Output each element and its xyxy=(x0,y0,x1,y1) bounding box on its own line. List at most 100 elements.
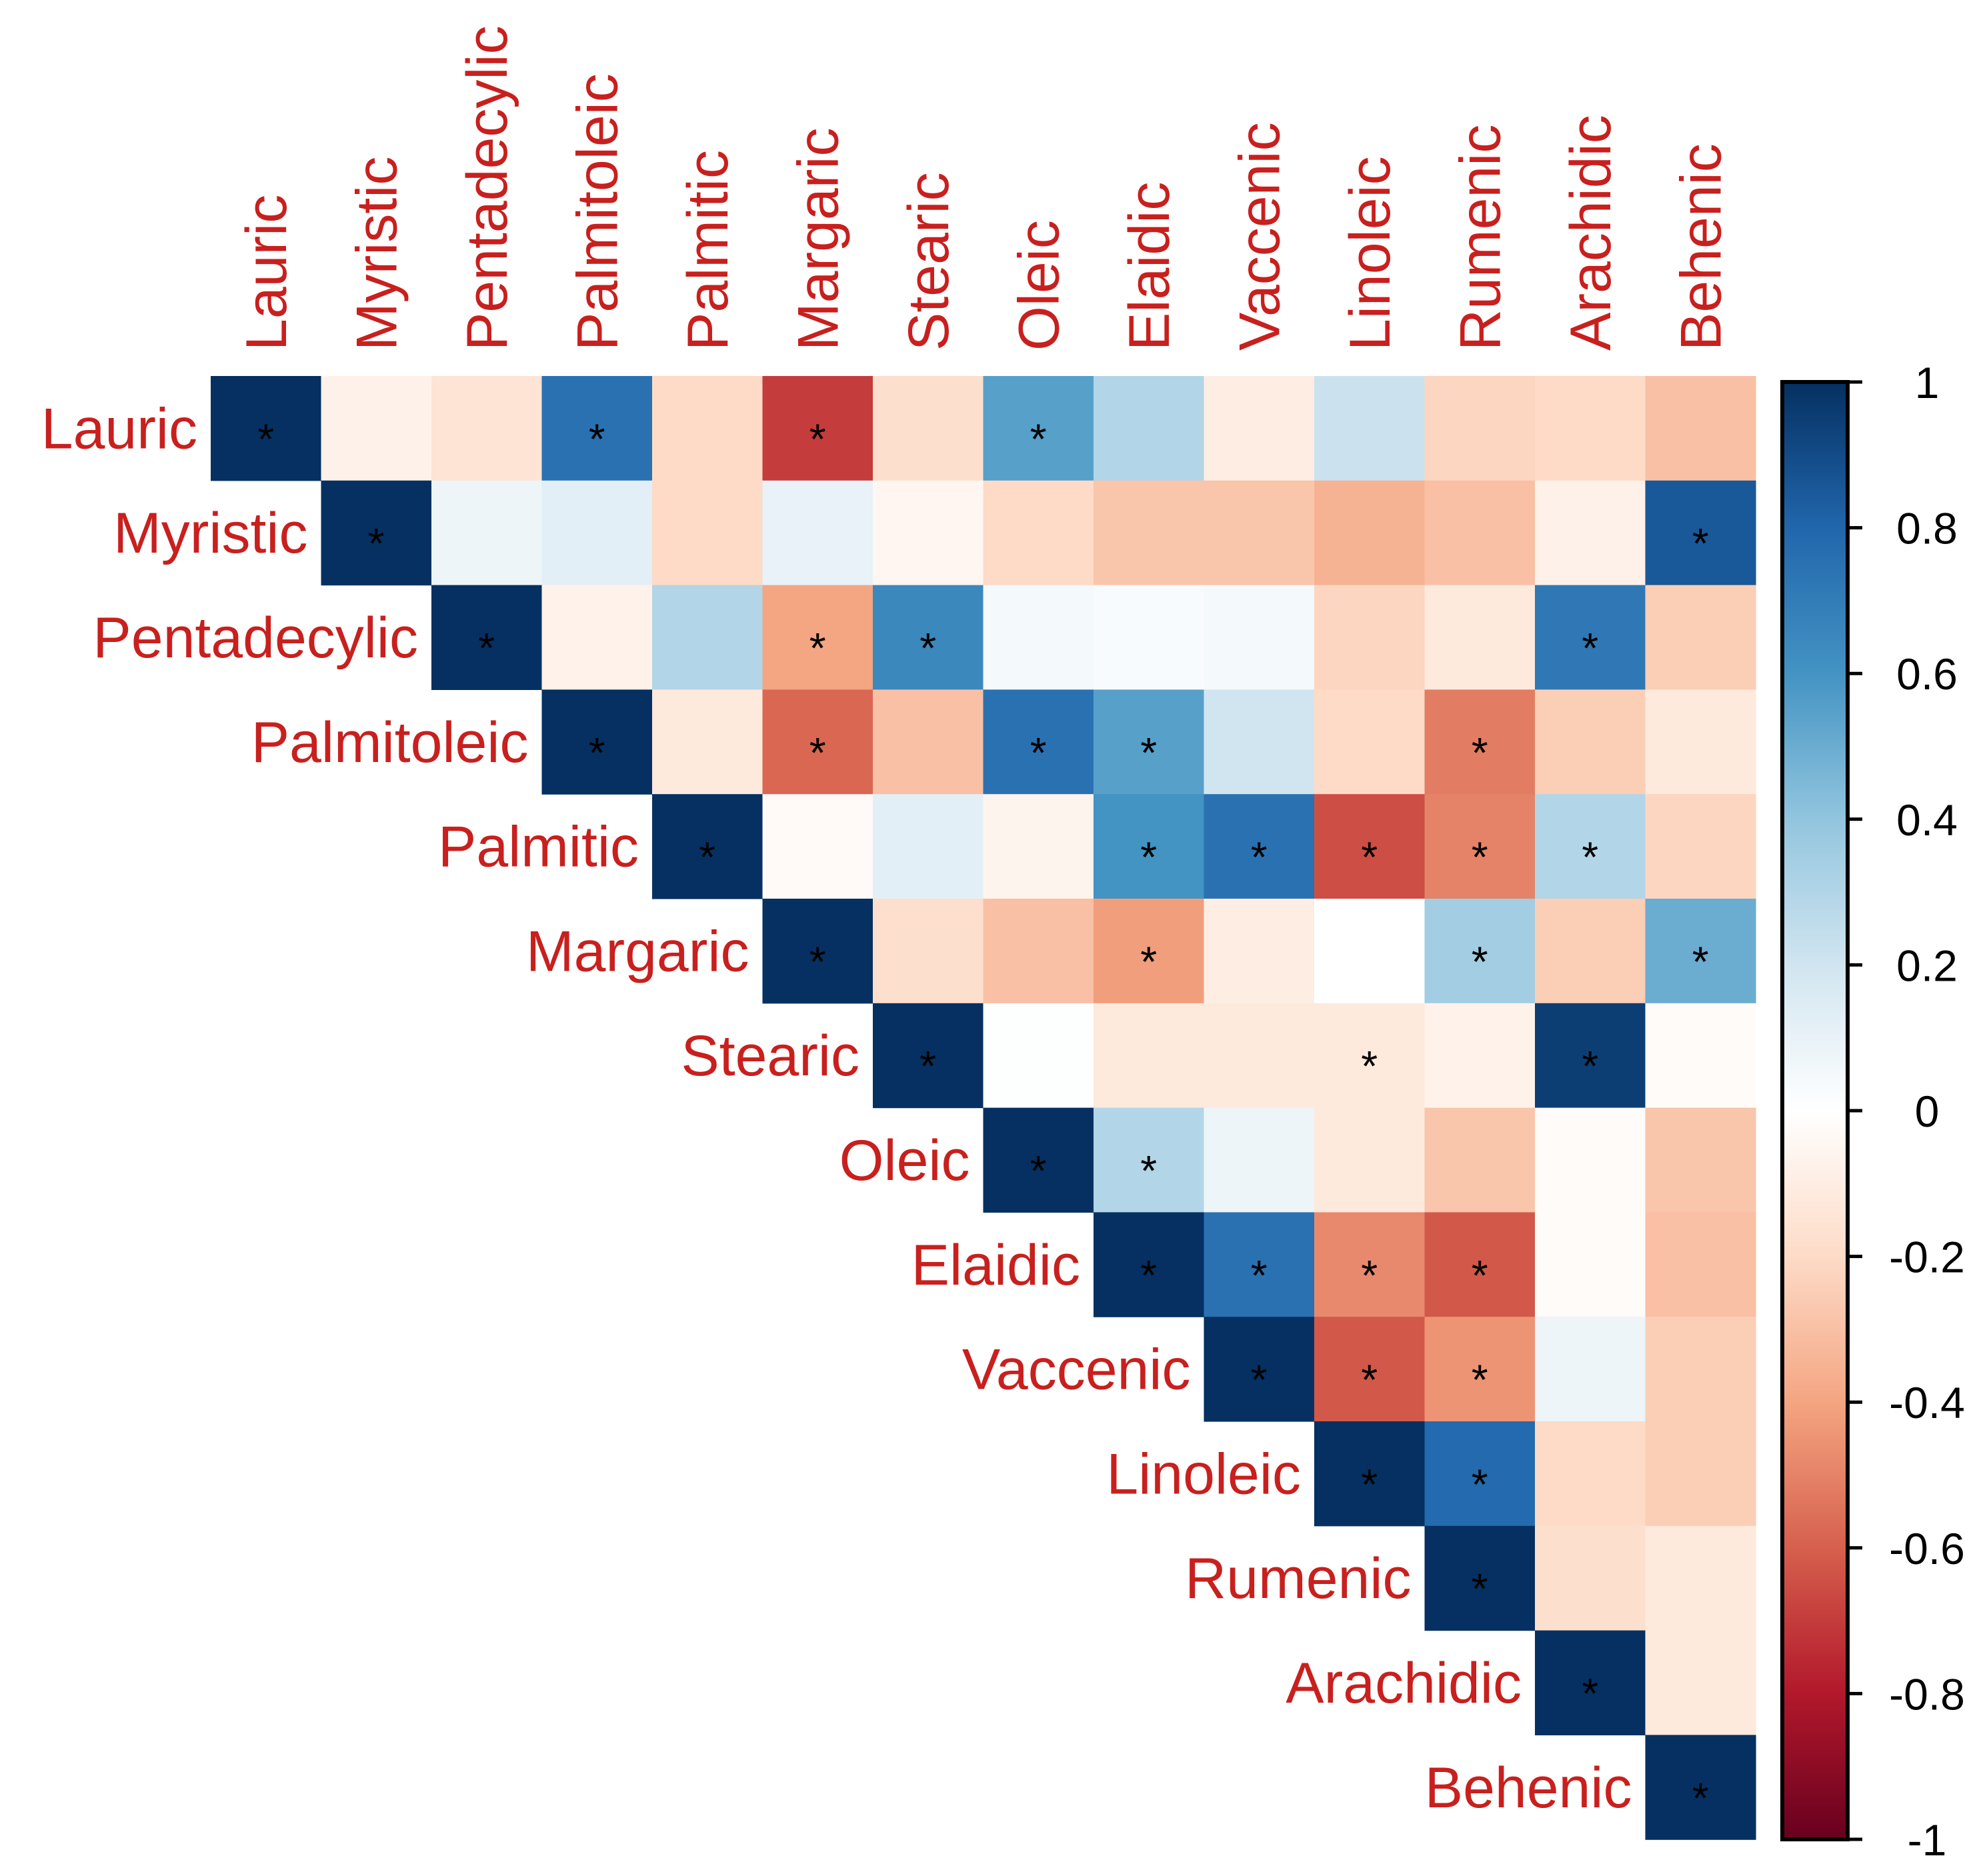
heatmap-cell xyxy=(762,480,873,586)
heatmap-cell xyxy=(1535,376,1646,481)
colorbar: 1 0.8 0.6 0.4 0.2 0 -0.2 -0.4 -0.6 -0.8 -1 xyxy=(1780,358,1965,1865)
column-label: Behenic xyxy=(1669,143,1733,351)
heatmap-cell xyxy=(1314,1212,1426,1317)
heatmap-cell xyxy=(1535,794,1646,899)
heatmap-cell xyxy=(983,480,1094,586)
heatmap-cell xyxy=(762,376,873,481)
heatmap-cell xyxy=(873,480,984,586)
significance-star: * xyxy=(589,415,605,463)
column-label: Palmitoleic xyxy=(565,73,629,351)
heatmap-cell xyxy=(1314,1421,1426,1527)
heatmap-cell xyxy=(1314,480,1426,586)
heatmap-cell xyxy=(1424,899,1536,1004)
significance-star: * xyxy=(1251,1356,1268,1404)
heatmap-cell xyxy=(1645,1735,1756,1840)
significance-star: * xyxy=(1472,1356,1488,1404)
significance-star: * xyxy=(1472,1565,1488,1613)
column-label: Arachidic xyxy=(1559,115,1623,351)
heatmap-cell xyxy=(541,376,653,481)
heatmap-cell xyxy=(873,899,984,1004)
row-label: Palmitic xyxy=(438,815,639,879)
heatmap-cell xyxy=(1204,376,1315,481)
significance-star: * xyxy=(1472,1251,1488,1299)
significance-star: * xyxy=(478,624,495,672)
row-label: Margaric xyxy=(526,919,749,983)
heatmap-cell xyxy=(1204,585,1315,690)
heatmap-cell xyxy=(1424,1212,1536,1317)
colorbar-bar xyxy=(1780,380,1850,1841)
heatmap-cell xyxy=(1645,1003,1756,1109)
row-label: Rumenic xyxy=(1185,1547,1411,1611)
heatmap-cell xyxy=(1094,689,1205,795)
heatmap-cell xyxy=(1645,1107,1756,1213)
heatmap-cell xyxy=(541,585,653,690)
significance-star: * xyxy=(809,729,826,777)
significance-star: * xyxy=(1361,1356,1378,1404)
heatmap-cell xyxy=(321,376,432,481)
heatmap-cell xyxy=(1535,480,1646,586)
heatmap-cell xyxy=(1424,1003,1536,1109)
significance-star: * xyxy=(1472,1460,1488,1508)
heatmap-cell xyxy=(1535,1421,1646,1527)
heatmap-cell xyxy=(431,376,543,481)
colorbar-tick-label: -0.6 xyxy=(1889,1524,1965,1573)
heatmap-cell xyxy=(1204,899,1315,1004)
heatmap-cell xyxy=(1535,1317,1646,1422)
significance-star: * xyxy=(1582,1669,1598,1717)
significance-star: * xyxy=(809,937,826,985)
significance-star: * xyxy=(1140,1147,1157,1195)
heatmap-cell xyxy=(541,480,653,586)
heatmap-cell xyxy=(983,899,1094,1004)
colorbar-tick-label: -0.2 xyxy=(1889,1233,1965,1282)
significance-star: * xyxy=(1361,1460,1378,1508)
heatmap-cell xyxy=(1424,794,1536,899)
heatmap-cell xyxy=(1314,585,1426,690)
heatmap-cell xyxy=(1314,1317,1426,1422)
significance-star: * xyxy=(1030,729,1047,777)
column-label: Palmitic xyxy=(676,150,740,351)
heatmap-cell xyxy=(1204,1212,1315,1317)
significance-star: * xyxy=(809,415,826,463)
significance-star: * xyxy=(589,729,605,777)
column-label: Myristic xyxy=(345,157,409,351)
significance-star: * xyxy=(919,624,936,672)
heatmap-cell xyxy=(1424,1421,1536,1527)
column-label: Elaidic xyxy=(1118,182,1182,351)
heatmap-cell xyxy=(1094,1107,1205,1213)
heatmap-cell xyxy=(1314,1003,1426,1109)
colorbar-tick-label: 0.6 xyxy=(1896,649,1958,699)
row-label: Linoleic xyxy=(1106,1442,1301,1506)
column-label: Rumenic xyxy=(1448,125,1512,351)
row-label: Elaidic xyxy=(911,1233,1080,1297)
column-label: Linoleic xyxy=(1338,156,1402,351)
heatmap-cell xyxy=(1645,689,1756,795)
heatmap-cell xyxy=(1535,1630,1646,1735)
significance-star: * xyxy=(1582,624,1598,672)
colorbar-tick-label: 0.4 xyxy=(1896,795,1958,845)
row-label: Behenic xyxy=(1425,1756,1632,1820)
heatmap-cell xyxy=(762,794,873,899)
heatmap-cell xyxy=(1645,1317,1756,1422)
significance-star: * xyxy=(1251,1251,1268,1299)
heatmap-cell xyxy=(873,689,984,795)
significance-star: * xyxy=(1472,729,1488,777)
significance-star: * xyxy=(809,624,826,672)
significance-star: * xyxy=(1361,833,1378,881)
colorbar-tick-label: 1 xyxy=(1915,358,1940,407)
heatmap-cell xyxy=(1204,480,1315,586)
heatmap-cell xyxy=(873,376,984,481)
heatmap-cell xyxy=(1645,376,1756,481)
heatmap-cell xyxy=(1645,1525,1756,1631)
heatmap-cell xyxy=(1314,794,1426,899)
significance-star: * xyxy=(699,833,715,881)
column-labels: Lauric Myristic Pentadecylic Palmitoleic Pal… xyxy=(235,25,1734,351)
significance-star: * xyxy=(1692,937,1709,985)
row-label: Stearic xyxy=(681,1024,859,1088)
row-label: Myristic xyxy=(113,501,307,565)
row-label: Lauric xyxy=(41,397,197,461)
heatmap-cell xyxy=(762,585,873,690)
heatmap-cell xyxy=(1424,1107,1536,1213)
heatmap-cell xyxy=(1645,899,1756,1004)
heatmap-cell xyxy=(652,794,763,899)
significance-star: * xyxy=(1472,833,1488,881)
